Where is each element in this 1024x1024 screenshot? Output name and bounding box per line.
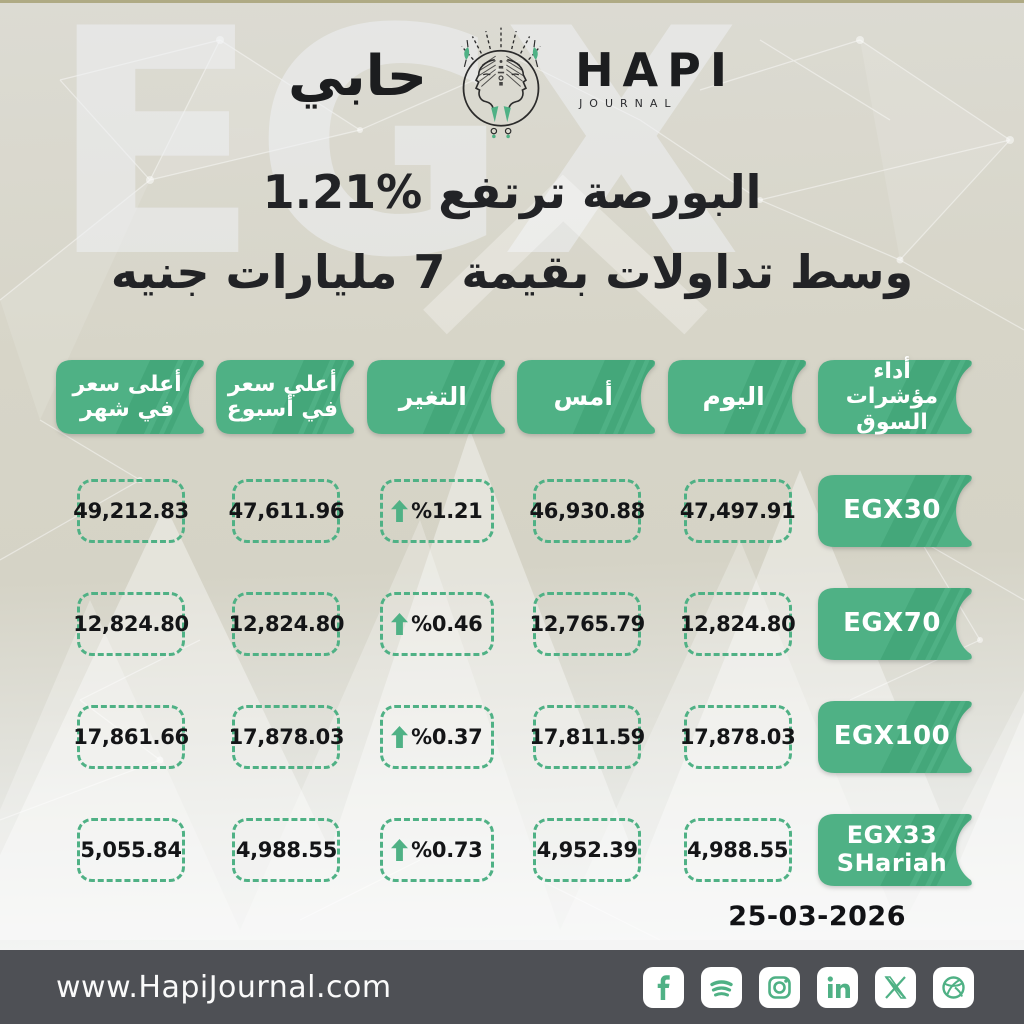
website-link[interactable]: www.HapiJournal.com <box>56 969 392 1005</box>
header-month-high: أعلى سعر في شهر <box>56 360 206 434</box>
table-row-egx33-shariah: EGX33 SHariah 4,988.55 4,952.39 %0.73 4,… <box>56 814 974 886</box>
logo-arabic-wordmark: حابي <box>287 44 428 109</box>
instagram-icon[interactable] <box>759 966 800 1008</box>
table-row-egx70: EGX70 12,824.80 12,765.79 %0.46 12,824.8… <box>56 588 974 660</box>
egx70-change: %0.46 <box>379 592 494 656</box>
egx70-month-high: 12,824.80 <box>73 592 189 656</box>
header-yesterday: أمس <box>517 360 657 434</box>
social-icons-row <box>643 966 974 1008</box>
facebook-icon[interactable] <box>643 966 684 1008</box>
header-week-high: أعلي سعر في أسبوع <box>216 360 356 434</box>
top-accent-line <box>0 0 1024 3</box>
index-badge-egx33-shariah: EGX33 SHariah <box>818 814 974 886</box>
egx70-yesterday: 12,765.79 <box>529 592 645 656</box>
egx-watermark: EGX <box>48 0 742 326</box>
index-badge-egx100: EGX100 <box>818 701 974 773</box>
header-change: التغير <box>366 360 507 434</box>
egx33-change: %0.73 <box>379 818 494 882</box>
egx33-week-high: 4,988.55 <box>232 818 341 882</box>
header-market-indices: أداء مؤشرات السوق <box>818 359 974 435</box>
table-row-egx30: EGX30 47,497.91 46,930.88 %1.21 47,611.9… <box>56 475 974 547</box>
logo-journal-text: JOURNAL <box>579 97 678 111</box>
date-label: 25-03-2026 <box>728 901 906 932</box>
egx30-today: 47,497.91 <box>680 479 796 543</box>
headline: البورصة ترتفع %1.21 وسط تداولات بقيمة 7 … <box>0 152 1024 312</box>
egx100-week-high: 17,878.03 <box>229 705 345 769</box>
dribbble-icon[interactable] <box>933 966 974 1008</box>
egx100-change: %0.37 <box>379 705 494 769</box>
egx30-change: %1.21 <box>379 479 494 543</box>
logo-row: حابي <box>0 22 1024 142</box>
egx30-week-high: 47,611.96 <box>229 479 345 543</box>
spotify-icon[interactable] <box>701 966 742 1008</box>
headline-line1: البورصة ترتفع %1.21 <box>262 165 762 219</box>
egx33-month-high: 5,055.84 <box>77 818 186 882</box>
index-badge-egx30: EGX30 <box>818 475 974 547</box>
egx70-week-high: 12,824.80 <box>229 592 345 656</box>
table-header-row: أداء مؤشرات السوق اليوم <box>56 359 974 435</box>
headline-line2: وسط تداولات بقيمة 7 مليارات جنيه <box>110 245 914 300</box>
table-row-egx100: EGX100 17,878.03 17,811.59 %0.37 17,878.… <box>56 701 974 773</box>
market-index-table: أداء مؤشرات السوق اليوم <box>0 359 1024 886</box>
egx33-today: 4,988.55 <box>683 818 792 882</box>
egx100-month-high: 17,861.66 <box>73 705 189 769</box>
egx100-today: 17,878.03 <box>680 705 796 769</box>
index-badge-egx70: EGX70 <box>818 588 974 660</box>
logo-hapi-text: HAPI <box>575 42 736 97</box>
egx30-yesterday: 46,930.88 <box>529 479 645 543</box>
up-arrow-icon <box>391 838 409 862</box>
egx33-yesterday: 4,952.39 <box>533 818 642 882</box>
footer-bar: www.HapiJournal.com <box>0 950 1024 1024</box>
up-arrow-icon <box>391 612 409 636</box>
egx100-yesterday: 17,811.59 <box>529 705 645 769</box>
linkedin-icon[interactable] <box>817 966 858 1008</box>
egx30-month-high: 49,212.83 <box>73 479 189 543</box>
logo-latin-wordmark: HAPI JOURNAL <box>575 46 736 118</box>
header-today: اليوم <box>667 360 808 434</box>
hapi-pharaoh-emblem-logo <box>461 27 541 139</box>
up-arrow-icon <box>391 725 409 749</box>
x-twitter-icon[interactable] <box>875 966 916 1008</box>
table-body: EGX30 47,497.91 46,930.88 %1.21 47,611.9… <box>56 475 974 886</box>
egx70-today: 12,824.80 <box>680 592 796 656</box>
up-arrow-icon <box>391 499 409 523</box>
